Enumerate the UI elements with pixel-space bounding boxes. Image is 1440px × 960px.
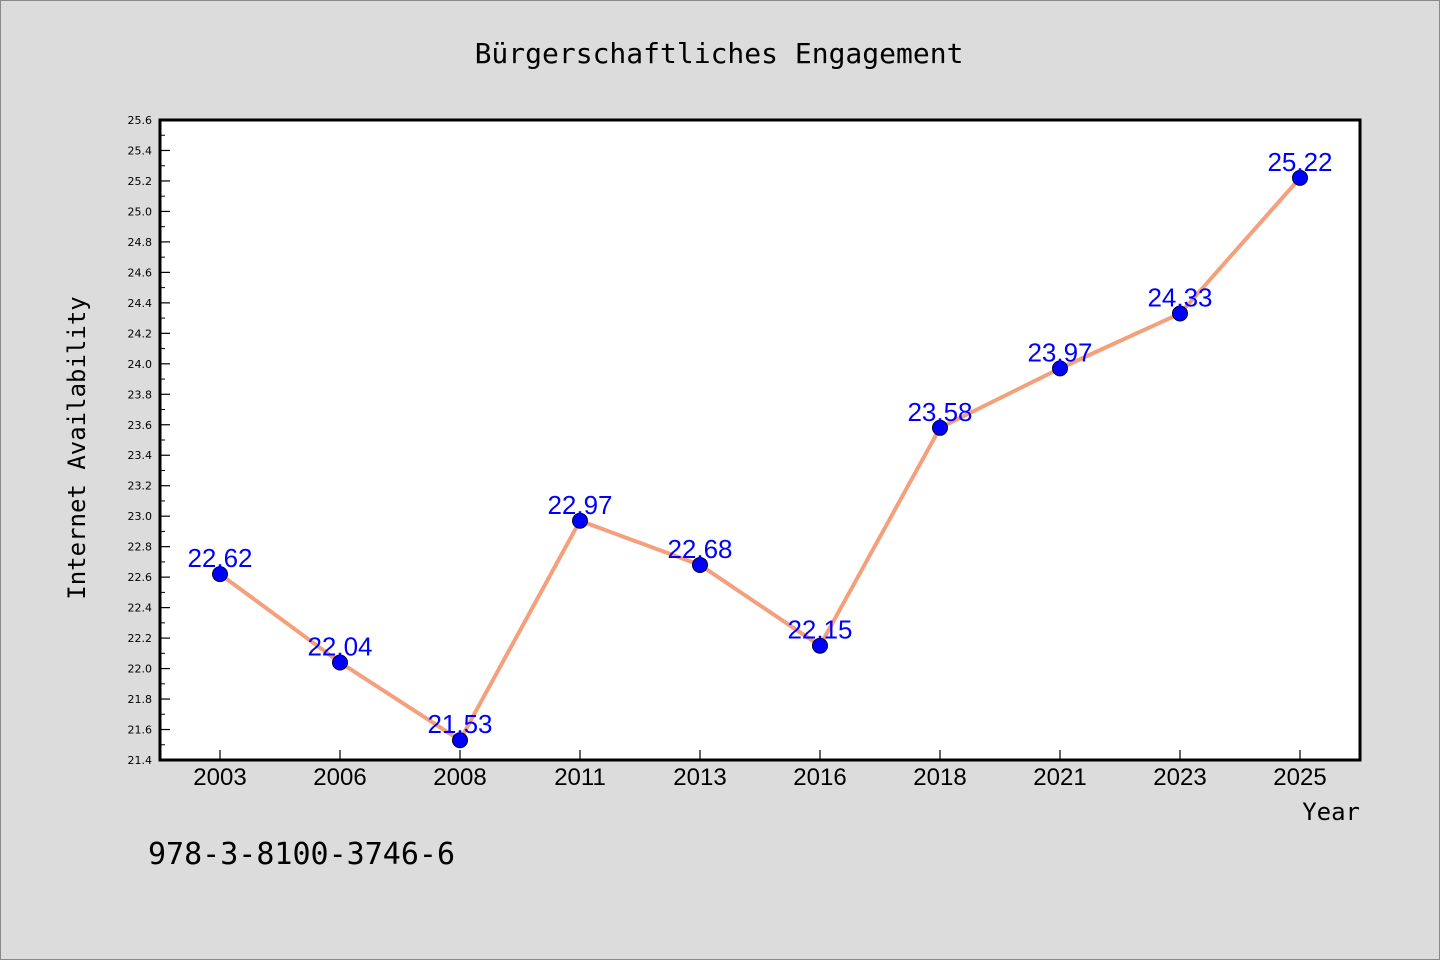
data-point-marker (1172, 305, 1188, 322)
y-tick-label: 24.4 (128, 297, 153, 310)
y-tick-label: 25.4 (128, 144, 153, 157)
y-tick-label: 25.2 (128, 175, 153, 188)
chart-title: Bürgerschaftliches Engagement (475, 37, 964, 70)
y-tick-label: 24.0 (128, 358, 153, 371)
series-line-group (218, 176, 1302, 743)
y-tick-label: 22.8 (128, 541, 153, 554)
x-axis: 2003 2006 2008 2011 2013 2016 2018 2021 2023 2025 (193, 750, 1327, 791)
y-tick-label: 23.6 (128, 419, 153, 432)
x-tick-label: 2025 (1273, 764, 1326, 791)
data-label: 22.97 (547, 490, 612, 520)
y-tick-label: 24.2 (128, 327, 153, 340)
x-axis-label: Year (1302, 798, 1360, 826)
data-point-marker (932, 419, 948, 436)
y-tick-label: 22.4 (128, 602, 153, 615)
x-tick-label: 2008 (433, 764, 486, 791)
y-tick-label: 21.4 (128, 754, 153, 767)
data-labels: 22.62 22.04 21.53 22.97 22.68 22.15 23.58 23.97… (187, 147, 1332, 739)
isbn-annotation: 978-3-8100-3746-6 (148, 837, 455, 872)
y-tick-label: 25.6 (128, 114, 153, 127)
data-label: 22.15 (787, 615, 852, 645)
data-label: 23.58 (907, 397, 972, 427)
data-point-marker (212, 566, 228, 583)
y-axis: 21.4 21.6 21.8 22.0 22.2 22.4 22.6 22.8 23.0 23.2… (128, 114, 170, 767)
data-point-marker (1292, 169, 1308, 186)
data-label: 21.53 (427, 709, 492, 739)
x-tick-label: 2006 (313, 764, 366, 791)
y-tick-label: 22.2 (128, 632, 153, 645)
x-tick-label: 2011 (554, 764, 606, 791)
data-label: 22.62 (187, 543, 252, 573)
x-tick-label: 2016 (793, 764, 846, 791)
y-tick-label: 23.8 (128, 388, 153, 401)
data-point-marker (692, 556, 708, 573)
data-point-marker (332, 654, 348, 671)
data-label: 23.97 (1027, 337, 1092, 367)
y-tick-label: 24.8 (128, 236, 153, 249)
data-point-marker (1052, 360, 1068, 377)
data-point-marker (812, 637, 828, 654)
x-tick-label: 2013 (673, 764, 726, 791)
data-label: 25.22 (1267, 147, 1332, 177)
data-label: 22.68 (667, 534, 732, 564)
y-tick-label: 23.4 (128, 449, 153, 462)
data-label: 22.04 (307, 631, 372, 661)
data-markers (212, 169, 1308, 749)
y-tick-label: 24.6 (128, 266, 153, 279)
plot-area (158, 118, 1362, 762)
x-tick-label: 2018 (913, 764, 966, 791)
y-tick-label: 21.8 (128, 693, 153, 706)
data-point-marker (452, 732, 468, 749)
x-tick-label: 2023 (1153, 764, 1206, 791)
y-tick-label: 23.0 (128, 510, 153, 523)
y-tick-label: 22.0 (128, 663, 153, 676)
y-tick-label: 22.6 (128, 571, 153, 584)
y-tick-label: 21.6 (128, 724, 153, 737)
x-tick-label: 2003 (193, 764, 246, 791)
y-tick-label: 25.0 (128, 205, 153, 218)
series-line (218, 176, 1302, 743)
y-tick-label: 23.2 (128, 480, 153, 493)
y-axis-label: Internet Availability (63, 296, 91, 599)
data-label: 24.33 (1147, 283, 1212, 313)
x-tick-label: 2021 (1033, 764, 1086, 791)
data-point-marker (572, 512, 588, 529)
